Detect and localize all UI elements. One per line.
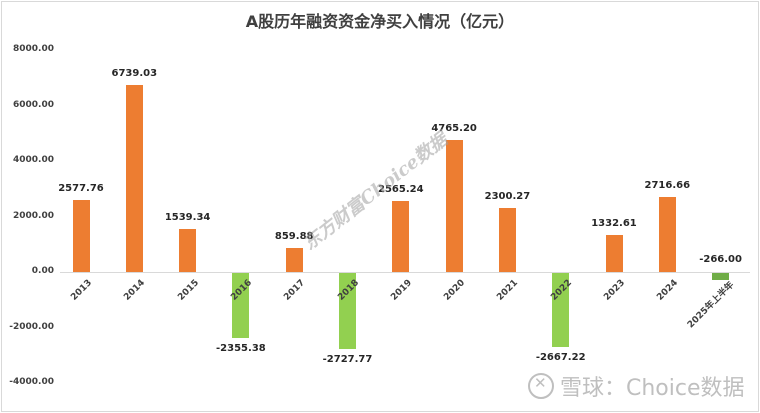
bar-2017 [285, 248, 303, 272]
y-tick-label: 4000.00 [13, 155, 54, 165]
bar-2013 [72, 200, 90, 272]
value-label: 2300.27 [484, 191, 531, 203]
value-label: 2577.76 [58, 183, 104, 195]
bar-2024 [658, 196, 676, 272]
bar-2019 [392, 200, 410, 272]
y-tick-label: 6000.00 [13, 99, 54, 110]
y-tick-label: -2000.00 [9, 321, 54, 332]
value-label: -2667.22 [535, 352, 586, 363]
bar-2022 [552, 273, 570, 347]
zero-axis-line [60, 272, 750, 273]
bar-2018 [339, 273, 356, 349]
bar-2014 [125, 84, 143, 272]
value-label: 2716.66 [644, 179, 691, 191]
value-label: 859.88 [274, 231, 314, 243]
bar-2016 [232, 273, 250, 339]
bar-2020 [445, 139, 463, 272]
value-label: -266.00 [699, 254, 742, 265]
y-tick-label: 0.00 [31, 266, 54, 276]
chart-title: A股历年融资资金净买入情况（亿元） [245, 12, 515, 31]
value-label: 6739.03 [111, 67, 158, 79]
watermark-bottom: 雪球：Choice数据 [528, 370, 745, 402]
bar-2021 [498, 208, 516, 272]
watermark-bottom-text: 雪球：Choice数据 [560, 376, 745, 401]
bar-2015 [179, 229, 197, 272]
value-label: 1539.34 [164, 212, 211, 224]
value-label: 4765.20 [431, 122, 477, 134]
value-label: 1332.61 [591, 218, 637, 230]
value-label: -2355.38 [216, 343, 266, 355]
y-tick-label: 8000.00 [13, 44, 54, 54]
value-label: 2565.24 [378, 183, 424, 195]
bar-2023 [605, 235, 623, 272]
bar-2025年上半年 [712, 273, 730, 281]
value-label: -2727.77 [322, 353, 373, 365]
y-tick-label: -4000.00 [9, 377, 54, 387]
y-tick-label: 2000.00 [13, 210, 54, 221]
snowball-logo-icon [528, 373, 554, 399]
